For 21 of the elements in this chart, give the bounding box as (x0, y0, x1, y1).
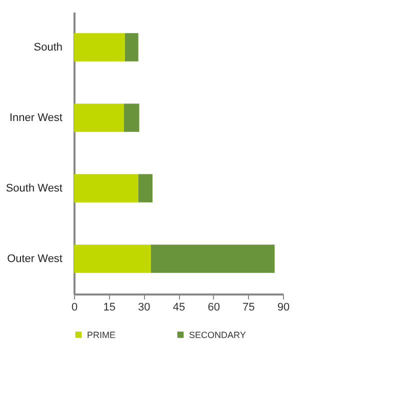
x-tick-label: 60 (208, 302, 220, 314)
x-tick-label: 75 (242, 302, 255, 314)
bar (150, 244, 275, 273)
legend-label: SECONDARY (189, 330, 246, 340)
bar (124, 104, 140, 132)
y-tick-label: Inner West (10, 112, 62, 124)
y-tick-label: Outer West (7, 252, 62, 265)
x-tick-label: 30 (138, 302, 150, 314)
bar (74, 174, 138, 202)
x-tick-label: 15 (103, 302, 116, 314)
bar (74, 33, 125, 62)
bar (138, 174, 152, 202)
x-tick-label: 90 (277, 302, 290, 314)
y-tick-label: South West (6, 182, 62, 194)
legend-label: PRIME (87, 330, 116, 340)
bar (124, 33, 138, 62)
bar (74, 104, 124, 132)
x-tick-label: 0 (71, 302, 78, 314)
bar (74, 244, 151, 273)
y-tick-label: South (34, 41, 62, 54)
x-tick-label: 45 (172, 302, 186, 314)
